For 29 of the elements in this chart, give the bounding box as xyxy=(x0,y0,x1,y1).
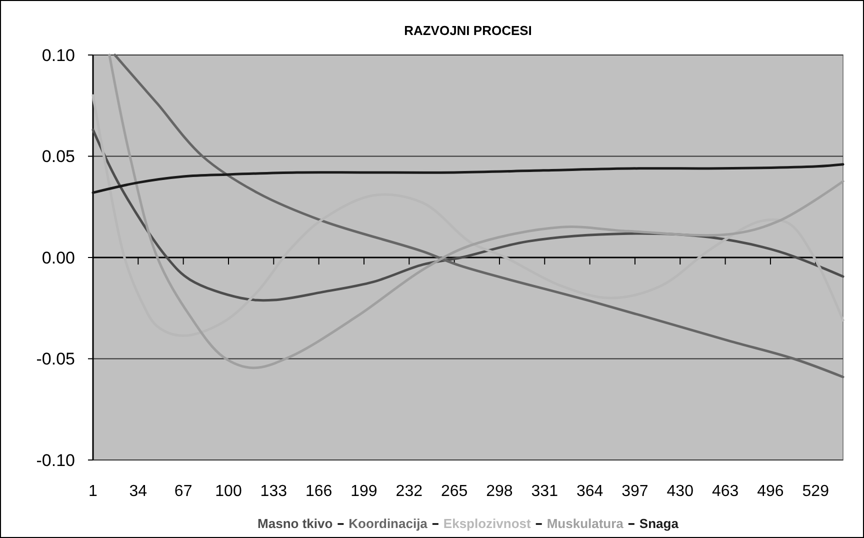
x-tick-label: 34 xyxy=(129,483,148,500)
x-tick-label: 397 xyxy=(622,483,648,500)
y-tick-label: 0.00 xyxy=(42,248,75,268)
text: Muskulatura xyxy=(546,516,624,531)
x-tick-label: 100 xyxy=(215,483,242,500)
y-tick-label: 0.10 xyxy=(42,46,75,65)
x-tick-label: 1 xyxy=(88,483,98,500)
x-tick-label: 265 xyxy=(440,483,468,500)
x-tick-label: 496 xyxy=(757,483,784,500)
x-tick-label: 133 xyxy=(260,483,288,500)
chart-title: RAZVOJNI PROCESI xyxy=(404,23,532,38)
x-tick-label: 430 xyxy=(666,483,694,500)
y-tick-label: 0.05 xyxy=(42,147,75,166)
x-tick-label: 67 xyxy=(174,483,192,500)
y-tick-label: -0.10 xyxy=(36,450,75,470)
y-tick-label: -0.05 xyxy=(36,350,75,369)
text: Snaga xyxy=(639,516,680,531)
x-tick-label: 331 xyxy=(531,483,558,500)
x-tick-label: 232 xyxy=(396,483,423,500)
x-tick-label: 199 xyxy=(350,483,378,500)
text: Eksplozivnost xyxy=(443,516,532,531)
x-tick-label: 298 xyxy=(486,483,513,500)
x-tick-label: 529 xyxy=(802,483,830,500)
x-tick-label: 166 xyxy=(305,483,332,500)
text: Koordinacija xyxy=(348,516,428,531)
text: Masno tkivo xyxy=(258,516,333,531)
line-series xyxy=(92,163,844,194)
x-tick-label: 463 xyxy=(712,483,739,500)
x-tick-label: 364 xyxy=(576,483,604,500)
